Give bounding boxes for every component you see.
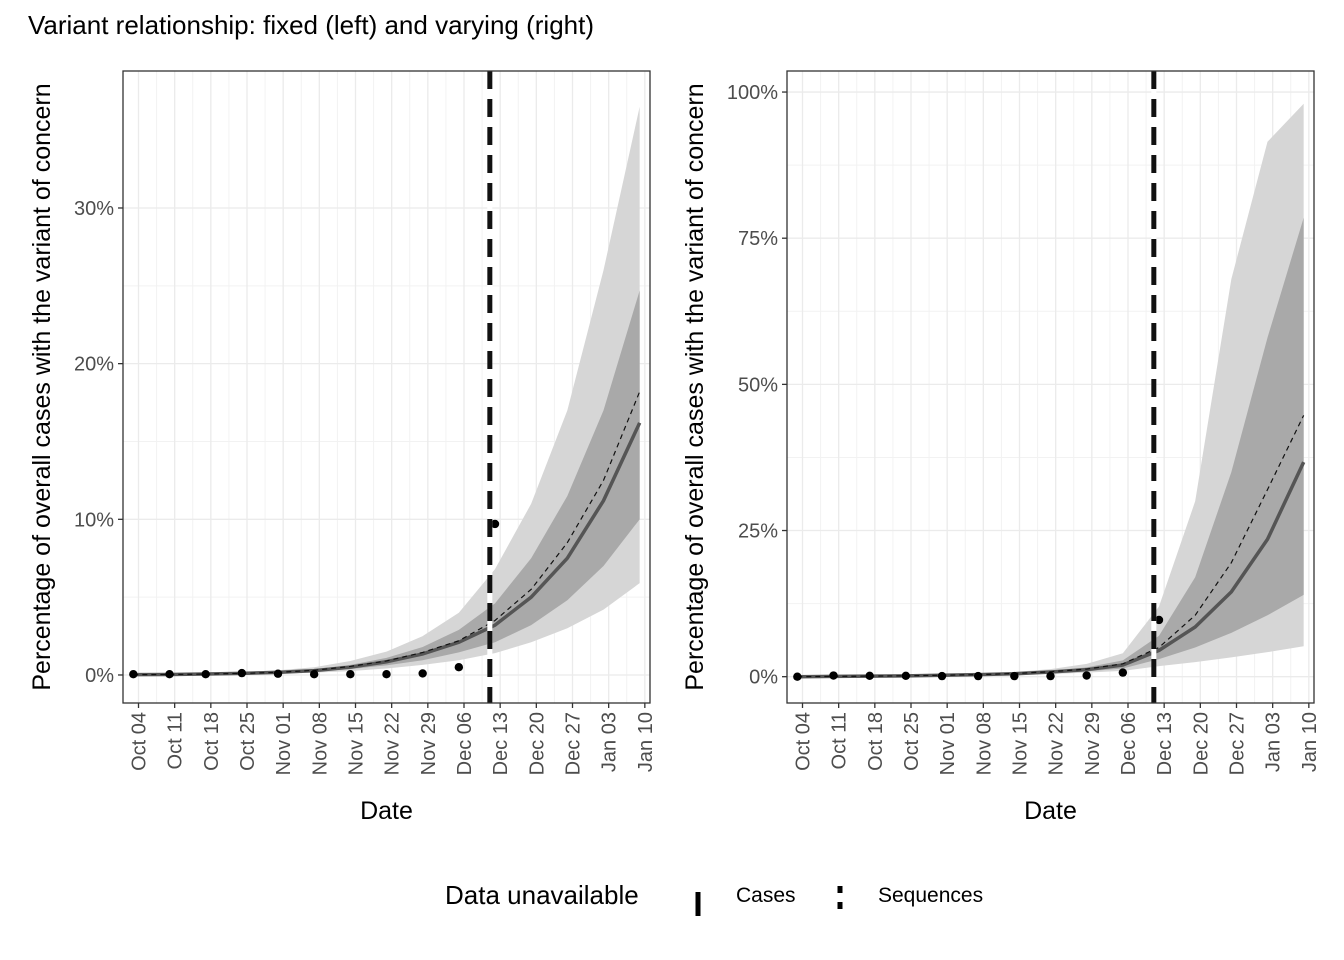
x-tick-label: Oct 11: [165, 712, 187, 769]
x-tick-label: Oct 18: [201, 712, 223, 771]
data-point: [1118, 668, 1128, 677]
x-tick-label: Oct 04: [129, 712, 151, 771]
series-dashed-line: [133, 391, 641, 676]
x-tick-label: Jan 10: [635, 712, 657, 772]
x-tick-label: Nov 15: [1010, 712, 1032, 775]
x-tick-label: Oct 11: [829, 712, 851, 769]
y-tick-label: 75%: [738, 228, 778, 250]
data-point: [382, 670, 391, 679]
data-point: [1046, 671, 1055, 681]
x-tick-label: Dec 20: [1190, 712, 1212, 775]
y-axis-title: Percentage of overall cases with the var…: [28, 83, 56, 690]
data-point: [165, 670, 174, 679]
x-tick-label: Dec 06: [454, 712, 476, 775]
panel-right: 0% 25% 50% 75% 100% Oct 04 Oct 11 Oct 18 Oct 25 N…: [681, 70, 1321, 825]
panel-left: 0% 10% 20% 30% Oct 04 Oct 11 Oct 18 Oct 25 Nov 0…: [28, 70, 657, 825]
x-tick-label: Nov 22: [382, 712, 404, 775]
x-tick-label: Dec 13: [1154, 712, 1176, 775]
data-point: [129, 670, 138, 679]
data-point: [865, 671, 874, 681]
y-tick-label: 10%: [74, 509, 114, 531]
y-tick-label: 100%: [727, 82, 778, 104]
data-point: [273, 669, 283, 678]
x-axis-title: Date: [1024, 797, 1077, 825]
y-tick-label: 20%: [74, 354, 114, 376]
legend: Data unavailable Cases Sequences: [0, 872, 1344, 932]
panel-border: [122, 70, 651, 704]
y-tick-label: 0%: [85, 665, 114, 687]
data-point: [1154, 615, 1164, 625]
x-tick-label: Nov 29: [1082, 712, 1104, 775]
x-tick-label: Nov 01: [937, 712, 959, 775]
x-tick-label: Nov 08: [973, 712, 995, 775]
y-tick-label: 25%: [738, 521, 778, 543]
x-tick-label: Nov 22: [1046, 712, 1068, 775]
legend-label-cases: Cases: [736, 884, 796, 907]
x-tick-label: Oct 25: [901, 712, 923, 771]
data-point: [937, 671, 947, 681]
x-tick-label: Nov 08: [309, 712, 331, 775]
y-tick-label: 30%: [74, 198, 114, 220]
y-tick-label: 50%: [738, 374, 778, 396]
x-tick-label: Jan 10: [1299, 712, 1321, 772]
x-tick-label: Dec 27: [1227, 712, 1249, 775]
x-tick-label: Jan 03: [599, 712, 621, 772]
x-tick-label: Nov 01: [273, 712, 295, 775]
y-tick-label: 0%: [749, 667, 778, 689]
x-tick-label: Nov 29: [418, 712, 440, 775]
x-tick-label: Jan 03: [1263, 712, 1285, 772]
legend-label-sequences: Sequences: [878, 884, 983, 907]
data-point: [1010, 671, 1019, 681]
legend-title: Data unavailable: [445, 880, 639, 910]
x-axis-title: Date: [360, 797, 413, 825]
x-tick-label: Dec 06: [1118, 712, 1140, 775]
data-point: [237, 668, 247, 678]
data-point: [454, 662, 464, 672]
chart-canvas: 0% 10% 20% 30% Oct 04 Oct 11 Oct 18 Oct 25 Nov 0…: [28, 70, 1321, 825]
x-tick-label: Oct 04: [793, 712, 815, 771]
x-tick-label: Dec 20: [526, 712, 548, 775]
panel-border: [786, 70, 1315, 704]
data-point: [346, 670, 355, 679]
chart-title: Variant relationship: fixed (left) and v…: [28, 10, 594, 40]
data-point: [973, 671, 983, 681]
x-tick-label: Nov 15: [346, 712, 368, 775]
data-point: [201, 670, 210, 679]
data-point: [901, 671, 911, 681]
x-tick-label: Oct 18: [865, 712, 887, 771]
data-point: [793, 672, 802, 681]
y-axis-title: Percentage of overall cases with the var…: [681, 83, 709, 690]
data-point: [418, 669, 427, 678]
data-point: [490, 519, 500, 529]
x-tick-label: Dec 13: [490, 712, 512, 775]
data-point: [829, 671, 838, 680]
series-dashed-line: [797, 415, 1305, 678]
x-tick-label: Dec 27: [563, 712, 585, 775]
x-tick-label: Oct 25: [237, 712, 259, 771]
data-point: [309, 670, 319, 679]
data-point: [1082, 671, 1091, 680]
